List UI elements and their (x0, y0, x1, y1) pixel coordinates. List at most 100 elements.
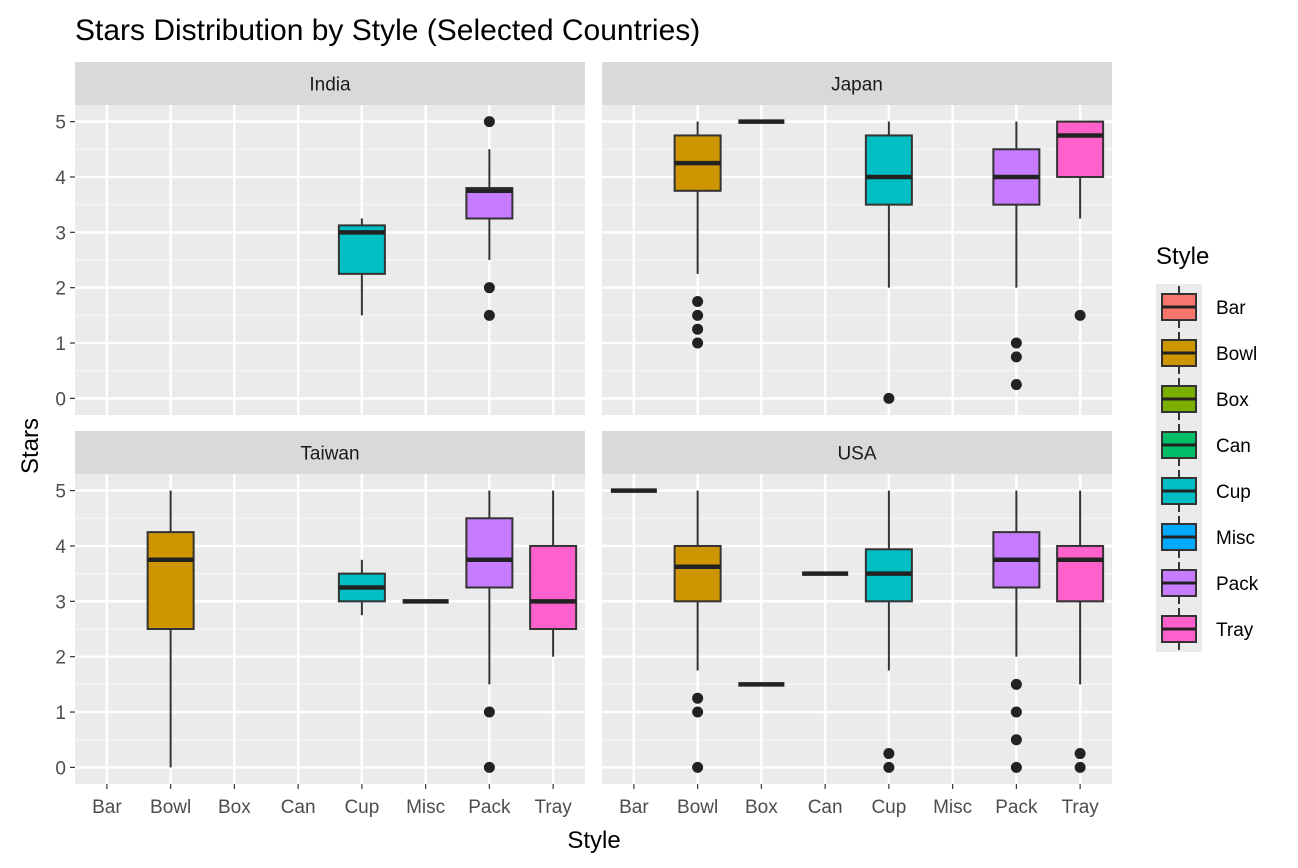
y-tick-label: 3 (55, 223, 66, 244)
y-tick-label: 2 (55, 279, 66, 300)
outlier-point (692, 337, 704, 349)
x-tick-label-tray: Tray (534, 797, 572, 818)
boxplot-usa-cup (864, 490, 913, 773)
outlier-point (483, 706, 495, 718)
legend-item-bowl: Bowl (1161, 332, 1257, 374)
box-iqr (146, 531, 195, 630)
y-tick-label: 4 (55, 168, 66, 189)
legend-label-cup: Cup (1216, 482, 1251, 503)
x-tick-label-misc: Misc (406, 797, 445, 818)
boxplot-usa-pack (992, 490, 1041, 773)
legend-item-bar: Bar (1161, 286, 1246, 328)
x-tick-label-box: Box (218, 797, 251, 818)
box-iqr (1056, 544, 1105, 603)
x-tick-label-bowl: Bowl (150, 797, 191, 818)
boxplot-japan-bowl (673, 121, 722, 349)
legend-label-bar: Bar (1216, 298, 1246, 319)
facet-strip-label-usa: USA (837, 444, 876, 465)
y-tick-label: 5 (55, 113, 66, 134)
x-tick-label-misc: Misc (933, 797, 972, 818)
boxplot-japan-tray (1056, 120, 1105, 321)
facet-strip-japan (602, 62, 1112, 105)
outlier-point (692, 761, 704, 773)
x-tick-label-can: Can (808, 797, 843, 818)
outlier-point (1010, 706, 1022, 718)
y-tick-label: 1 (55, 703, 66, 724)
legend-label-pack: Pack (1216, 574, 1259, 595)
outlier-point (692, 706, 704, 718)
outlier-point (883, 392, 895, 404)
outlier-point (883, 761, 895, 773)
y-tick-label: 0 (55, 389, 66, 410)
facet-strip-india (75, 62, 585, 105)
x-tick-label-can: Can (281, 797, 316, 818)
outlier-point (692, 296, 704, 308)
facet-taiwan: Taiwan 0 1 2 3 4 5 Bar Bowl Box Can Cup Misc Pack Tray (55, 431, 585, 818)
outlier-point (1074, 309, 1086, 321)
legend-item-misc: Misc (1161, 516, 1255, 558)
y-tick-label: 5 (55, 482, 66, 503)
facet-japan: Japan (602, 62, 1112, 415)
box-iqr (673, 544, 722, 603)
boxplot-taiwan-tray (529, 490, 578, 657)
box-iqr (529, 544, 578, 631)
x-tick-label-pack: Pack (468, 797, 511, 818)
box-iqr (465, 517, 514, 589)
legend-label-tray: Tray (1216, 620, 1254, 641)
y-tick-label: 3 (55, 592, 66, 613)
outlier-point (483, 761, 495, 773)
y-tick-label: 2 (55, 648, 66, 669)
outlier-point (483, 309, 495, 321)
y-axis-title: Stars (17, 418, 44, 474)
legend: Style Bar Bowl Box Can Cup Misc Pack Tray (1156, 243, 1259, 652)
facet-strip-label-japan: Japan (831, 75, 883, 96)
boxplot-japan-pack (992, 121, 1041, 391)
facet-strip-label-india: India (309, 75, 351, 96)
chart-title: Stars Distribution by Style (Selected Co… (75, 14, 700, 47)
x-tick-label-bar: Bar (619, 797, 649, 818)
legend-label-can: Can (1216, 436, 1251, 457)
outlier-point (1074, 748, 1086, 760)
x-tick-label-tray: Tray (1061, 797, 1099, 818)
boxplot-japan-cup (864, 121, 913, 404)
boxplot-usa-bowl (673, 490, 722, 773)
legend-label-bowl: Bowl (1216, 344, 1257, 365)
outlier-point (692, 309, 704, 321)
legend-label-misc: Misc (1216, 528, 1255, 549)
outlier-point (883, 748, 895, 760)
outlier-point (1010, 734, 1022, 746)
y-tick-label: 1 (55, 334, 66, 355)
boxplot-usa-tray (1056, 490, 1105, 773)
outlier-point (1074, 761, 1086, 773)
box-iqr (1056, 120, 1105, 178)
legend-item-cup: Cup (1161, 470, 1251, 512)
outlier-point (483, 116, 495, 128)
y-tick-label: 4 (55, 537, 66, 558)
legend-item-tray: Tray (1161, 608, 1254, 650)
outlier-point (692, 323, 704, 335)
x-tick-label-bar: Bar (92, 797, 122, 818)
facet-panels: India 0 1 2 3 4 5 Japan Taiwan 0 1 2 3 4 5 Bar Bowl Box Ca… (55, 62, 1112, 818)
outlier-point (1010, 337, 1022, 349)
x-axis-title: Style (567, 827, 620, 854)
boxplot-india-pack (465, 116, 514, 321)
boxplot-india-cup (337, 218, 386, 316)
outlier-point (483, 282, 495, 294)
x-tick-label-bowl: Bowl (677, 797, 718, 818)
boxplot-taiwan-bowl (146, 490, 195, 768)
boxplot-taiwan-pack (465, 490, 514, 773)
legend-item-pack: Pack (1161, 562, 1259, 604)
facet-usa: USA Bar Bowl Box Can Cup Misc Pack Tray (602, 431, 1112, 818)
x-tick-label-box: Box (745, 797, 778, 818)
legend-item-box: Box (1161, 378, 1249, 420)
boxplot-taiwan-cup (337, 559, 386, 616)
x-tick-label-cup: Cup (871, 797, 906, 818)
outlier-point (1010, 678, 1022, 690)
x-tick-label-pack: Pack (995, 797, 1038, 818)
legend-item-can: Can (1161, 424, 1251, 466)
outlier-point (1010, 351, 1022, 363)
outlier-point (692, 692, 704, 704)
facet-strip-taiwan (75, 431, 585, 474)
outlier-point (1010, 761, 1022, 773)
legend-label-box: Box (1216, 390, 1249, 411)
